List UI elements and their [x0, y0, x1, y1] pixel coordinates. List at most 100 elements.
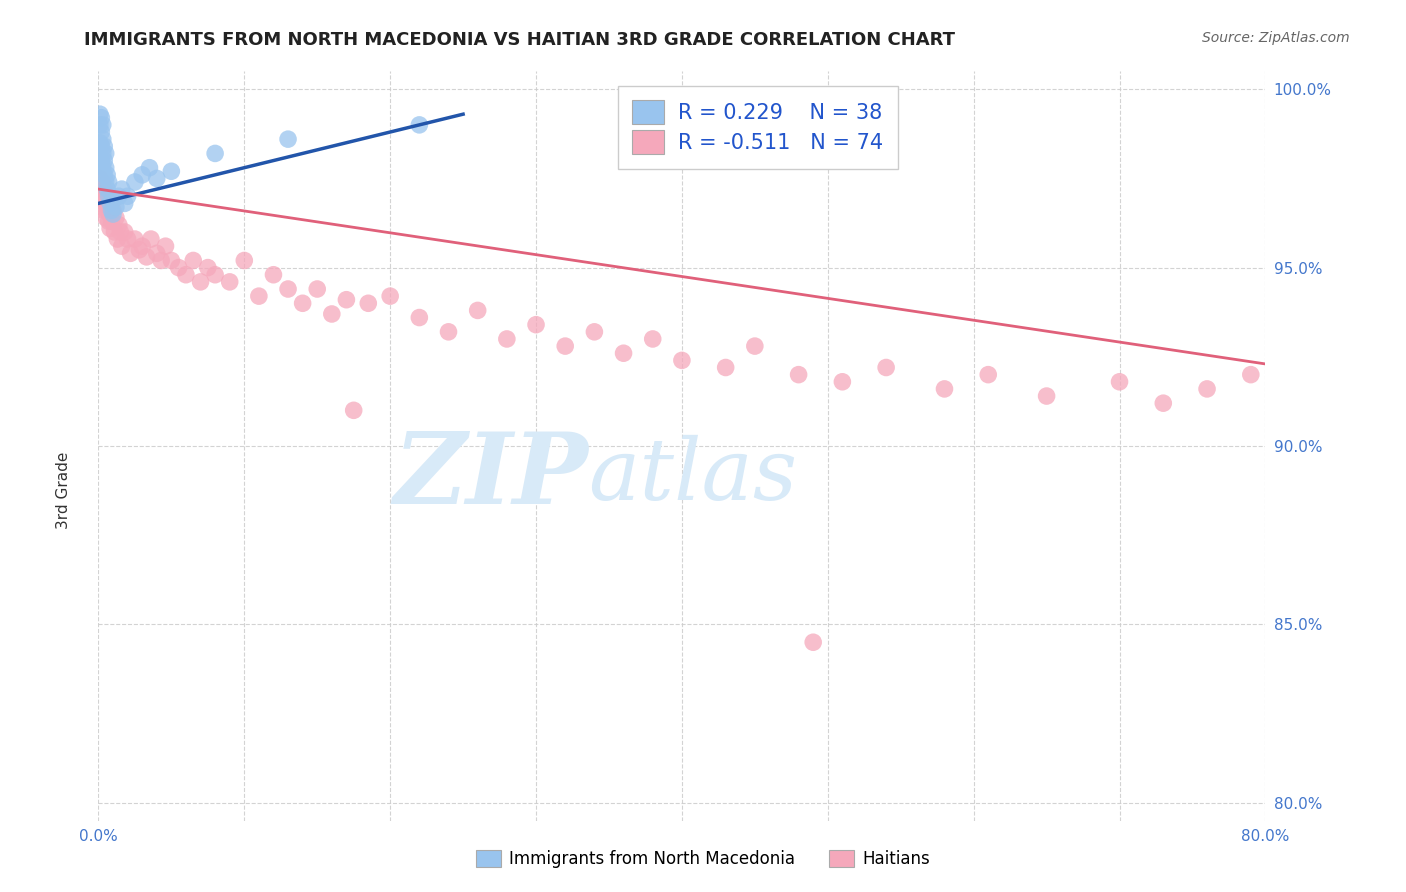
Point: [108, 189, 131, 203]
Point: [96, 203, 118, 218]
Point: [89, 136, 111, 150]
Point: [146, 246, 169, 260]
Point: [101, 207, 124, 221]
Point: [117, 232, 139, 246]
Point: [96, 182, 118, 196]
Point: [131, 239, 153, 253]
Point: [277, 282, 299, 296]
Point: [174, 268, 197, 282]
Text: ZIP: ZIP: [394, 428, 589, 524]
Point: [1152, 396, 1174, 410]
Point: [291, 296, 314, 310]
Point: [612, 346, 634, 360]
Point: [583, 325, 606, 339]
Point: [233, 253, 256, 268]
Point: [108, 218, 131, 232]
Point: [101, 193, 124, 207]
Point: [98, 196, 121, 211]
Point: [408, 310, 430, 325]
Point: [91, 175, 114, 189]
Point: [90, 111, 112, 125]
Point: [97, 189, 120, 203]
Point: [204, 146, 226, 161]
Point: [977, 368, 1000, 382]
Point: [408, 118, 430, 132]
Point: [277, 132, 299, 146]
Point: [114, 196, 136, 211]
Point: [111, 239, 134, 253]
Point: [190, 275, 212, 289]
Point: [110, 225, 132, 239]
Point: [94, 175, 117, 189]
Point: [93, 139, 115, 153]
Point: [124, 175, 146, 189]
Point: [1108, 375, 1130, 389]
Point: [96, 189, 118, 203]
Point: [467, 303, 489, 318]
Point: [97, 175, 120, 189]
Point: [641, 332, 664, 346]
Point: [100, 203, 122, 218]
Point: [437, 325, 460, 339]
Point: [104, 211, 127, 225]
Point: [90, 182, 112, 196]
Point: [787, 368, 810, 382]
Point: [111, 182, 134, 196]
Point: [90, 196, 112, 211]
Point: [1195, 382, 1218, 396]
Point: [114, 225, 136, 239]
Point: [105, 232, 128, 246]
Point: [94, 161, 117, 175]
Point: [218, 275, 240, 289]
Point: [181, 253, 204, 268]
Point: [524, 318, 547, 332]
Point: [150, 253, 173, 268]
Point: [120, 246, 142, 260]
Point: [91, 161, 114, 175]
Point: [160, 164, 183, 178]
Point: [93, 203, 115, 218]
Point: [380, 289, 402, 303]
Point: [139, 232, 162, 246]
Point: [357, 296, 380, 310]
Point: [554, 339, 576, 353]
Point: [247, 289, 270, 303]
Point: [117, 189, 139, 203]
Point: [167, 260, 190, 275]
Point: [91, 146, 114, 161]
Point: [496, 332, 519, 346]
Point: [94, 146, 117, 161]
Point: [97, 214, 120, 228]
Point: [89, 118, 111, 132]
Point: [89, 186, 111, 200]
Point: [671, 353, 693, 368]
Point: [93, 153, 115, 168]
Point: [343, 403, 366, 417]
Point: [104, 200, 127, 214]
Point: [94, 211, 117, 225]
Point: [91, 189, 114, 203]
Point: [262, 268, 284, 282]
Legend: Immigrants from North Macedonia, Haitians: Immigrants from North Macedonia, Haitian…: [470, 843, 936, 875]
Point: [128, 243, 150, 257]
Point: [93, 182, 115, 196]
Point: [100, 214, 122, 228]
Point: [89, 107, 111, 121]
Point: [155, 239, 177, 253]
Point: [875, 360, 897, 375]
Point: [1035, 389, 1057, 403]
Point: [204, 268, 226, 282]
Text: 3rd Grade: 3rd Grade: [56, 452, 70, 529]
Point: [801, 635, 824, 649]
Point: [91, 132, 114, 146]
Point: [307, 282, 329, 296]
Point: [89, 171, 111, 186]
Point: [831, 375, 853, 389]
Point: [138, 161, 160, 175]
Point: [101, 203, 124, 218]
Point: [934, 382, 956, 396]
Point: [93, 168, 115, 182]
Legend: R = 0.229    N = 38, R = -0.511   N = 74: R = 0.229 N = 38, R = -0.511 N = 74: [617, 86, 898, 169]
Point: [98, 207, 121, 221]
Point: [91, 118, 114, 132]
